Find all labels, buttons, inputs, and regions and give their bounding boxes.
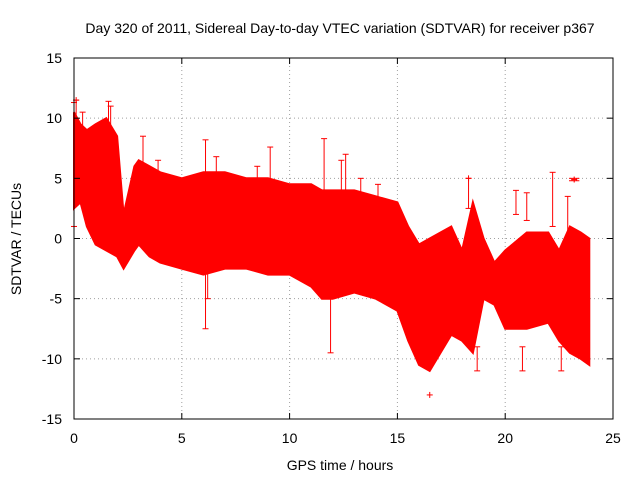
data-spike bbox=[139, 135, 146, 179]
data-spike bbox=[357, 177, 364, 203]
x-tick-label: 25 bbox=[605, 430, 621, 446]
y-axis: -15 -10 -5 0 5 10 15 bbox=[42, 50, 613, 427]
data-point bbox=[426, 391, 433, 398]
y-tick-label: 5 bbox=[54, 170, 62, 186]
data-spike bbox=[558, 346, 565, 372]
data-spike bbox=[474, 346, 481, 372]
data-spike bbox=[549, 171, 556, 227]
data-spike bbox=[202, 139, 209, 330]
data-layer bbox=[71, 97, 591, 398]
data-spike bbox=[213, 156, 220, 191]
y-tick-label: -15 bbox=[42, 411, 62, 427]
data-point bbox=[571, 176, 578, 183]
x-tick-label: 20 bbox=[497, 430, 513, 446]
data-spike bbox=[564, 195, 571, 252]
data-spike bbox=[204, 268, 211, 300]
y-axis-label: SDTVAR / TECUs bbox=[8, 183, 24, 295]
x-tick-label: 0 bbox=[70, 430, 78, 446]
data-spike bbox=[79, 111, 86, 173]
data-spike bbox=[374, 183, 381, 215]
x-tick-label: 10 bbox=[282, 430, 298, 446]
x-axis-label: GPS time / hours bbox=[287, 457, 394, 473]
x-axis: 0 5 10 15 20 25 bbox=[70, 58, 621, 446]
data-spike bbox=[107, 105, 114, 155]
y-tick-label: 10 bbox=[46, 110, 62, 126]
y-tick-label: 0 bbox=[54, 231, 62, 247]
y-tick-label: 15 bbox=[46, 50, 62, 66]
data-spike bbox=[327, 286, 334, 354]
data-point bbox=[465, 175, 472, 182]
data-spike bbox=[338, 159, 345, 203]
data-spike bbox=[523, 192, 530, 221]
data-spike bbox=[254, 165, 261, 191]
x-tick-label: 5 bbox=[178, 430, 186, 446]
data-spike bbox=[321, 138, 328, 264]
x-tick-label: 15 bbox=[390, 430, 406, 446]
data-spike bbox=[465, 177, 472, 209]
data-spike bbox=[267, 146, 274, 185]
chart-title: Day 320 of 2011, Sidereal Day-to-day VTE… bbox=[85, 20, 594, 36]
data-spike bbox=[342, 153, 349, 276]
y-tick-label: -10 bbox=[42, 351, 62, 367]
data-spike bbox=[512, 189, 519, 215]
y-tick-label: -5 bbox=[50, 291, 63, 307]
data-spike bbox=[519, 346, 526, 372]
data-band bbox=[73, 111, 591, 373]
data-spike bbox=[155, 159, 162, 191]
